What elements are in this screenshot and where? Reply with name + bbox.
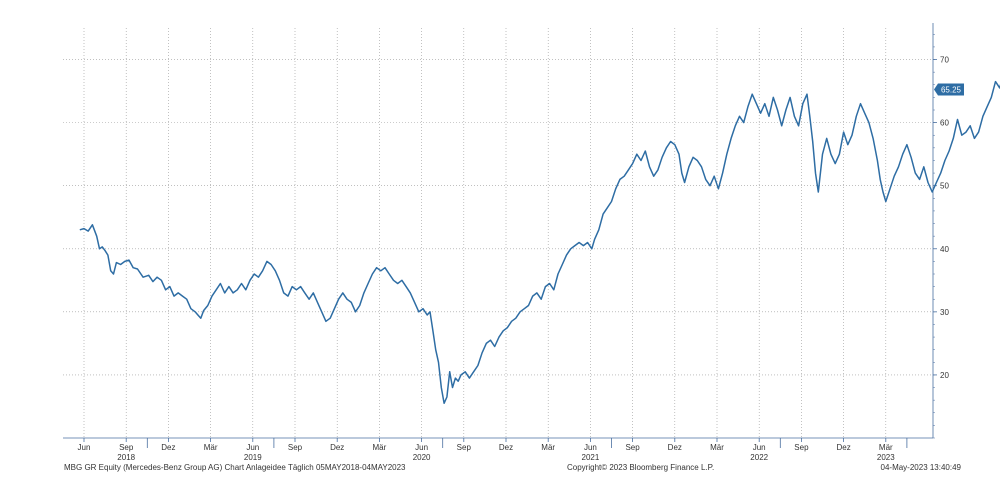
y-tick-label: 60 <box>940 119 949 128</box>
x-year-label: 2021 <box>582 453 600 462</box>
x-month-label: Jun <box>415 443 428 452</box>
price-line-mbg-gr-equity <box>79 80 1000 405</box>
x-month-label: Mär <box>879 443 893 452</box>
last-value-badge <box>934 83 964 96</box>
tick-labels: 20 30 40 50 60 70 Jun Sep Dez Mär Jun Sep Dez Mär Jun S… <box>78 56 964 462</box>
footer-copyright: Copyright© 2023 Bloomberg Finance L.P. <box>567 463 715 472</box>
last-value-label: 65.25 <box>941 86 962 95</box>
last-value-tag: 65.25 <box>934 83 964 96</box>
x-year-label: 2019 <box>244 453 262 462</box>
x-month-label: Sep <box>119 443 134 452</box>
x-month-label: Dez <box>836 443 850 452</box>
x-month-label: Mär <box>541 443 555 452</box>
x-month-label: Jun <box>78 443 91 452</box>
y-tick-label: 50 <box>940 182 949 191</box>
x-month-label: Jun <box>584 443 597 452</box>
grid-lines <box>63 28 933 438</box>
x-month-label: Jun <box>753 443 766 452</box>
series-layer <box>79 80 1000 405</box>
x-month-label: Sep <box>288 443 303 452</box>
x-year-label: 2022 <box>750 453 768 462</box>
x-month-label: Mär <box>373 443 387 452</box>
footer-timestamp: 04-May-2023 13:40:49 <box>880 463 962 472</box>
x-year-label: 2018 <box>117 453 135 462</box>
footer-source-info: MBG GR Equity (Mercedes-Benz Group AG) C… <box>64 463 406 472</box>
x-month-label: Sep <box>625 443 640 452</box>
x-month-label: Jun <box>246 443 259 452</box>
x-month-label: Dez <box>161 443 175 452</box>
y-tick-label: 70 <box>940 56 949 65</box>
x-year-label: 2023 <box>877 453 895 462</box>
x-year-label: 2020 <box>413 453 431 462</box>
y-tick-label: 30 <box>940 308 949 317</box>
x-month-label: Mär <box>710 443 724 452</box>
x-month-label: Dez <box>668 443 682 452</box>
x-month-label: Sep <box>457 443 472 452</box>
x-month-label: Dez <box>499 443 513 452</box>
axes <box>63 23 937 448</box>
x-month-label: Sep <box>794 443 809 452</box>
y-tick-label: 20 <box>940 371 949 380</box>
x-month-label: Mär <box>204 443 218 452</box>
x-month-label: Dez <box>330 443 344 452</box>
y-tick-label: 40 <box>940 245 949 254</box>
